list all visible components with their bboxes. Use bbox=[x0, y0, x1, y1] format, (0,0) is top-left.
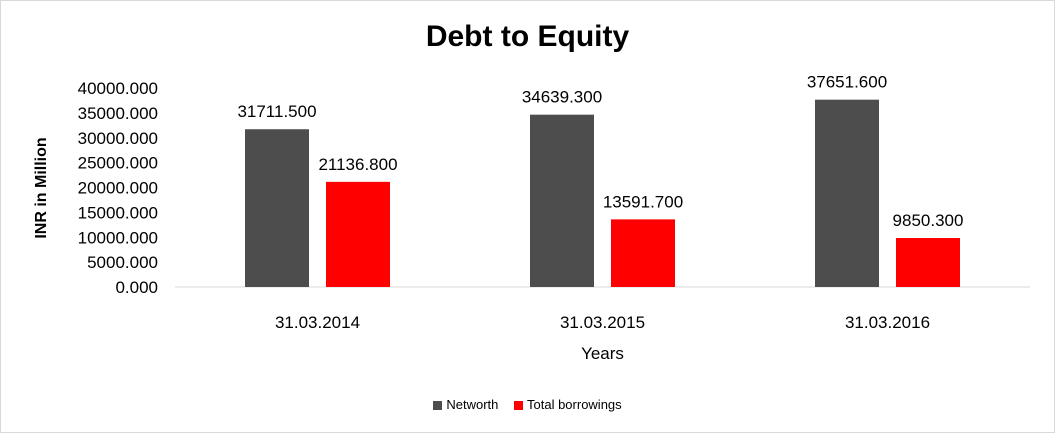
bar-total-borrowings bbox=[611, 219, 675, 287]
y-tick-label: 5000.000 bbox=[87, 253, 158, 272]
y-tick-label: 15000.000 bbox=[78, 203, 158, 222]
y-tick-label: 40000.000 bbox=[78, 79, 158, 98]
y-tick-label: 10000.000 bbox=[78, 228, 158, 247]
bar-total-borrowings bbox=[896, 237, 960, 287]
x-tick-label: 31.03.2016 bbox=[845, 313, 930, 332]
legend-swatch-total-borrowings bbox=[514, 401, 523, 411]
y-tick-label: 35000.000 bbox=[78, 104, 158, 123]
legend-item-total-borrowings: Total borrowings bbox=[514, 397, 622, 412]
data-label: 37651.600 bbox=[807, 73, 887, 92]
y-tick-label: 30000.000 bbox=[78, 129, 158, 148]
x-tick-label: 31.03.2014 bbox=[275, 313, 360, 332]
chart-title: Debt to Equity bbox=[425, 20, 630, 53]
legend-item-networth: Networth bbox=[433, 397, 498, 412]
bar-networth bbox=[245, 129, 309, 287]
data-label: 21136.800 bbox=[318, 155, 397, 174]
y-tick-label: 20000.000 bbox=[78, 179, 158, 198]
x-axis-title: Years bbox=[581, 344, 624, 363]
bar-networth bbox=[815, 99, 879, 287]
bar-total-borrowings bbox=[326, 181, 390, 287]
data-label: 9850.300 bbox=[893, 211, 964, 230]
legend-swatch-networth bbox=[433, 401, 443, 411]
y-tick-label: 0.000 bbox=[115, 278, 158, 297]
x-tick-label: 31.03.2015 bbox=[560, 313, 645, 332]
data-label: 31711.500 bbox=[237, 102, 316, 121]
data-label: 13591.700 bbox=[603, 192, 683, 211]
bar-networth bbox=[530, 114, 594, 287]
data-label: 34639.300 bbox=[522, 88, 602, 107]
legend-label-networth: Networth bbox=[446, 397, 499, 412]
legend: Networth Total borrowings bbox=[0, 397, 1055, 412]
legend-label-total-borrowings: Total borrowings bbox=[527, 397, 622, 412]
y-tick-label: 25000.000 bbox=[78, 154, 158, 173]
